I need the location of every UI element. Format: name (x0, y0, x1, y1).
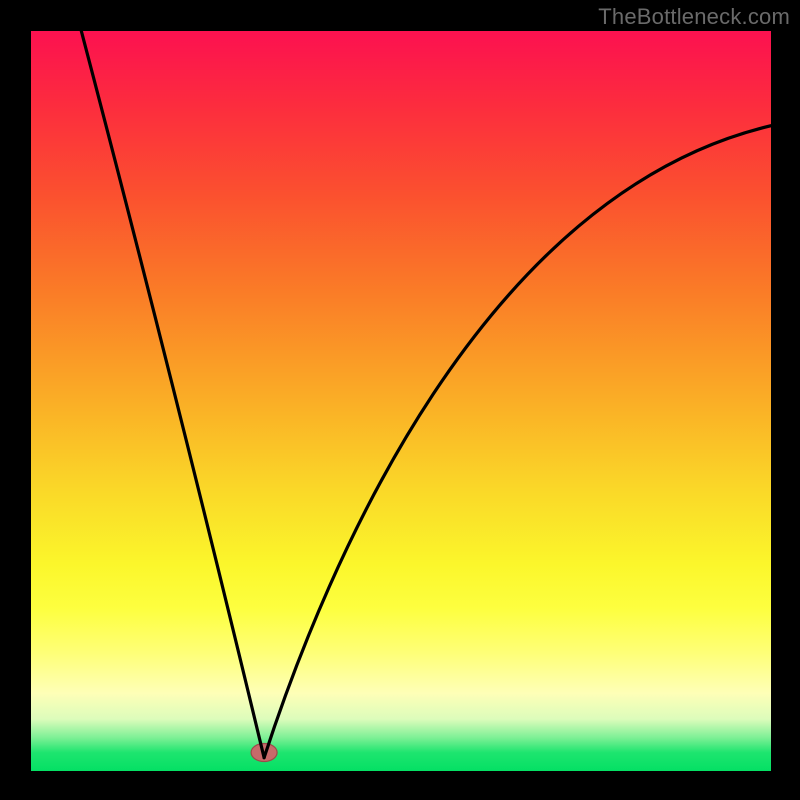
watermark-text: TheBottleneck.com (598, 4, 790, 30)
chart-svg (31, 31, 771, 771)
chart-background (31, 31, 771, 771)
chart-plot-area (31, 31, 771, 771)
